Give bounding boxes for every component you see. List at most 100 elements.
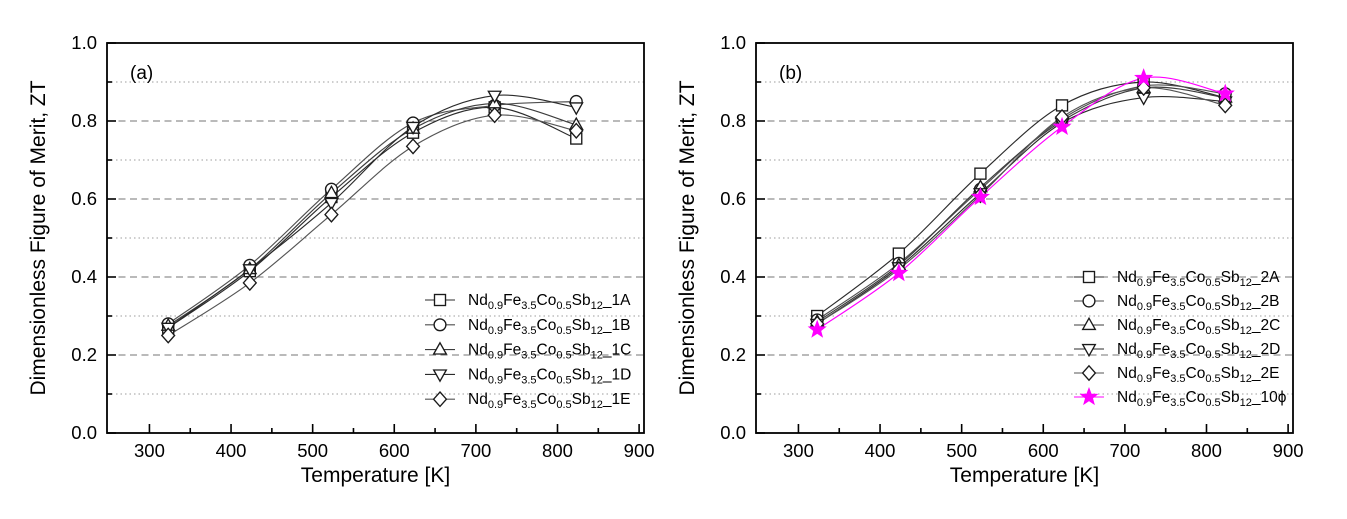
marker-square-icon: [974, 167, 987, 180]
series-curve: [816, 76, 1226, 331]
marker-triangle-down-icon: [432, 369, 448, 383]
legend-label: Nd0.9Fe3.5Co0.5Sb12_2E: [1117, 365, 1279, 385]
marker-triangle-down-icon: [405, 121, 421, 136]
marker-diamond-icon: [1217, 97, 1233, 114]
marker-star-icon: [970, 187, 990, 206]
marker-triangle-down-icon: [568, 102, 584, 116]
data-point: [889, 263, 909, 282]
y-tick-label: 0.6: [71, 188, 97, 209]
x-axis-title: Temperature [K]: [950, 464, 1099, 487]
legend-entry: Nd0.9Fe3.5Co0.5Sb12_1B: [425, 317, 630, 337]
marker-diamond-icon: [568, 122, 584, 139]
legend-label: Nd0.9Fe3.5Co0.5Sb12_2C: [1117, 317, 1280, 337]
y-tick-label: 0.2: [71, 344, 97, 365]
panel-label: (b): [779, 63, 802, 84]
marker-star-icon: [1215, 83, 1235, 102]
marker-triangle-down-icon: [323, 197, 339, 212]
x-tick-label: 300: [134, 440, 165, 461]
series-curve: [816, 86, 1226, 323]
x-tick-label: 300: [783, 440, 814, 461]
marker-star-icon: [1079, 386, 1099, 406]
x-tick-label: 800: [542, 440, 573, 461]
marker-square-icon: [433, 293, 447, 307]
x-axis-title: Temperature [K]: [301, 464, 450, 487]
x-tick-label: 900: [624, 440, 655, 461]
series-curve: [816, 95, 1226, 325]
marker-triangle-down-icon: [1081, 343, 1097, 358]
legend-entry: Nd0.9Fe3.5Co0.5Sb12_1E: [425, 390, 630, 411]
legend-entry: Nd0.9Fe3.5Co0.5Sb12_2D: [1074, 341, 1280, 361]
legend-label: Nd0.9Fe3.5Co0.5Sb12_1D: [468, 366, 631, 386]
panel-label: (a): [130, 63, 153, 84]
legend-entry: Nd0.9Fe3.5Co0.5Sb12_1C: [425, 341, 631, 362]
marker-circle-icon: [433, 318, 447, 332]
data-point: [1052, 116, 1072, 135]
data-point: [405, 121, 421, 136]
x-tick-label: 500: [946, 440, 977, 461]
data-point: [487, 90, 503, 104]
series-curve: [167, 100, 577, 325]
marker-star-icon: [889, 263, 909, 282]
chart-a: 300 400 500 600 700 800 900 0.0 0.2 0.4 0.6 0.8 1.0 T…: [27, 32, 655, 487]
y-tick-label: 0.0: [71, 422, 97, 443]
y-tick-label: 0.8: [720, 110, 746, 131]
y-axis-title: Dimensionless Figure of Merit, ZT: [27, 80, 50, 395]
legend-label: Nd0.9Fe3.5Co0.5Sb12_1B: [468, 317, 630, 337]
data-point: [807, 319, 827, 338]
data-point: [242, 274, 258, 292]
data-point: [323, 184, 339, 199]
legend-label: Nd0.9Fe3.5Co0.5Sb12_2D: [1117, 341, 1280, 361]
legend-label: Nd0.9Fe3.5Co0.5Sb12_2B: [1117, 293, 1279, 313]
legend-entry: Nd0.9Fe3.5Co0.5Sb12_2C: [1074, 316, 1280, 337]
y-tick-label: 0.8: [71, 110, 97, 131]
x-tick-label: 600: [1028, 440, 1059, 461]
x-tick-label: 700: [1109, 440, 1140, 461]
marker-triangle-down-icon: [487, 90, 503, 104]
data-point: [970, 187, 990, 206]
legend-entry: Nd0.9Fe3.5Co0.5Sb12_1D: [425, 366, 631, 386]
data-point: [160, 327, 176, 344]
marker-triangle-down-icon: [242, 264, 258, 278]
marker-diamond-icon: [1081, 364, 1097, 382]
marker-triangle-up-icon: [1081, 316, 1097, 331]
data-point: [242, 264, 258, 278]
y-tick-label: 0.4: [720, 266, 746, 287]
y-tick-label: 0.6: [720, 188, 746, 209]
y-axis-title: Dimensionless Figure of Merit, ZT: [676, 80, 699, 395]
data-point: [1136, 79, 1151, 97]
legend-entry: Nd0.9Fe3.5Co0.5Sb12_2B: [1074, 293, 1279, 313]
marker-diamond-icon: [432, 390, 448, 408]
legend-label: Nd0.9Fe3.5Co0.5Sb12_2A: [1117, 269, 1280, 289]
data-point: [487, 106, 502, 124]
legend-entry: Nd0.9Fe3.5Co0.5Sb12_2A: [1074, 269, 1280, 289]
marker-triangle-up-icon: [432, 341, 448, 355]
y-tick-label: 1.0: [71, 32, 97, 53]
data-point: [974, 167, 987, 180]
marker-star-icon: [1052, 116, 1072, 135]
data-point: [568, 102, 584, 116]
x-tick-label: 600: [379, 440, 410, 461]
legend-entry: Nd0.9Fe3.5Co0.5Sb12_2E: [1074, 364, 1279, 385]
data-point: [1215, 83, 1235, 102]
legend-label: Nd0.9Fe3.5Co0.5Sb12_1E: [468, 391, 630, 411]
x-tick-label: 400: [216, 440, 247, 461]
data-point: [324, 206, 339, 223]
marker-square-icon: [1082, 270, 1096, 284]
marker-diamond-icon: [324, 206, 339, 223]
marker-diamond-icon: [487, 106, 502, 124]
x-tick-label: 900: [1273, 440, 1304, 461]
legend-label: Nd0.9Fe3.5Co0.5Sb12_1A: [468, 292, 631, 312]
marker-diamond-icon: [160, 327, 176, 344]
x-tick-label: 500: [297, 440, 328, 461]
legend-label: Nd0.9Fe3.5Co0.5Sb12_10ϕ: [1117, 389, 1287, 409]
marker-circle-icon: [1082, 294, 1096, 308]
y-tick-label: 0.0: [720, 422, 746, 443]
y-tick-label: 0.2: [720, 344, 746, 365]
x-tick-label: 400: [865, 440, 896, 461]
data-point: [323, 197, 339, 212]
y-tick-label: 1.0: [720, 32, 746, 53]
data-point: [1134, 68, 1154, 87]
legend-entry: Nd0.9Fe3.5Co0.5Sb12_1A: [425, 292, 631, 312]
data-point: [405, 138, 421, 155]
legend-label: Nd0.9Fe3.5Co0.5Sb12_1C: [468, 342, 631, 362]
